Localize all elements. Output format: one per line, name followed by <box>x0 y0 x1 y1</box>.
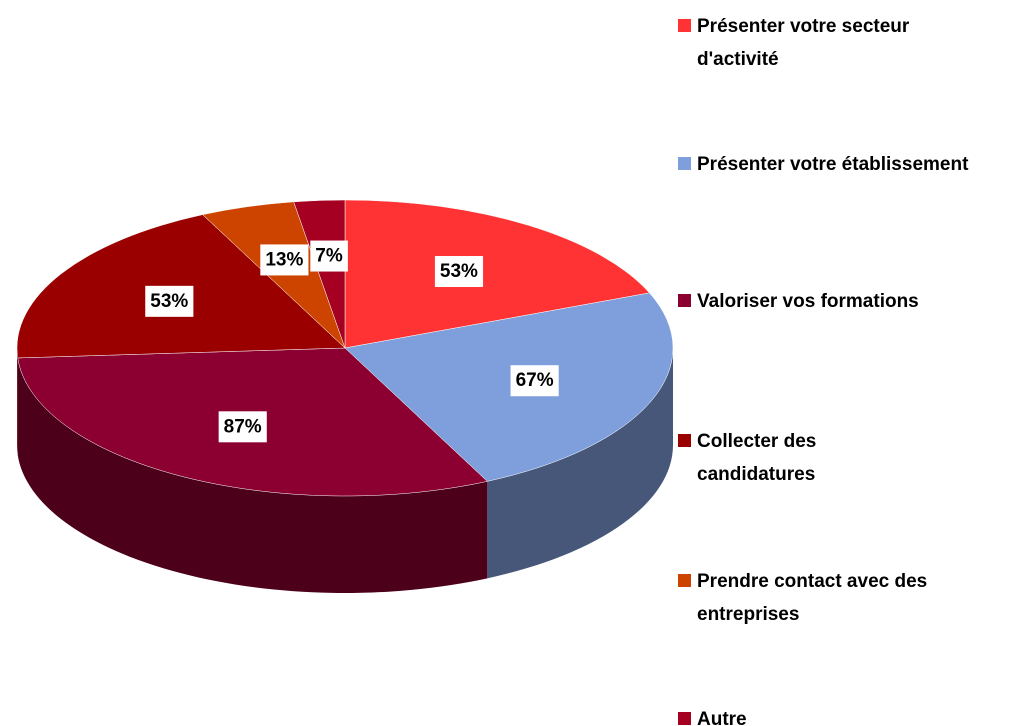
data-label-group: 7% <box>310 240 348 272</box>
legend-swatch <box>678 294 691 307</box>
legend-item: Valoriser vos formations <box>678 285 978 318</box>
data-label-bg <box>310 240 348 272</box>
data-label: 87% <box>224 416 262 437</box>
legend-item: Prendre contact avec des entreprises <box>678 565 978 631</box>
data-label-group: 67% <box>510 365 559 397</box>
data-label: 7% <box>315 246 343 267</box>
legend-label: Présenter votre établissement <box>697 154 969 175</box>
data-label-bg <box>434 256 484 288</box>
legend-swatch <box>678 434 691 447</box>
legend-swatch <box>678 157 691 170</box>
legend-label: Présenter votre secteur d'activité <box>697 16 910 70</box>
legend-label: Valoriser vos formations <box>697 291 919 312</box>
legend-item: Autre <box>678 703 978 726</box>
legend-label: Collecter des candidatures <box>697 431 817 485</box>
data-label-bg <box>218 411 267 443</box>
data-label-bg <box>145 285 194 317</box>
data-label: 53% <box>440 261 478 282</box>
legend-label: Autre <box>697 709 747 726</box>
legend-swatch <box>678 712 691 725</box>
legend-item: Présenter votre secteur d'activité <box>678 10 978 76</box>
data-label-group: 53% <box>434 256 484 288</box>
slice <box>293 199 346 349</box>
slice <box>344 199 650 349</box>
slice-side <box>17 348 18 455</box>
data-label-group: 53% <box>145 285 194 317</box>
data-label: 53% <box>150 291 188 312</box>
legend-item: Collecter des candidatures <box>678 425 978 491</box>
slice-side <box>17 357 488 593</box>
slice <box>344 292 674 482</box>
legend-item: Présenter votre établissement <box>678 148 978 181</box>
data-label-group: 13% <box>260 244 309 276</box>
legend-label: Prendre contact avec des entreprises <box>697 571 928 625</box>
legend-swatch <box>678 19 691 32</box>
data-label-bg <box>260 244 309 276</box>
slice-side <box>487 348 673 579</box>
legend-swatch <box>678 574 691 587</box>
data-label: 13% <box>265 249 303 270</box>
data-label-group: 87% <box>218 411 267 443</box>
data-label: 67% <box>516 370 554 391</box>
data-label-bg <box>510 365 559 397</box>
